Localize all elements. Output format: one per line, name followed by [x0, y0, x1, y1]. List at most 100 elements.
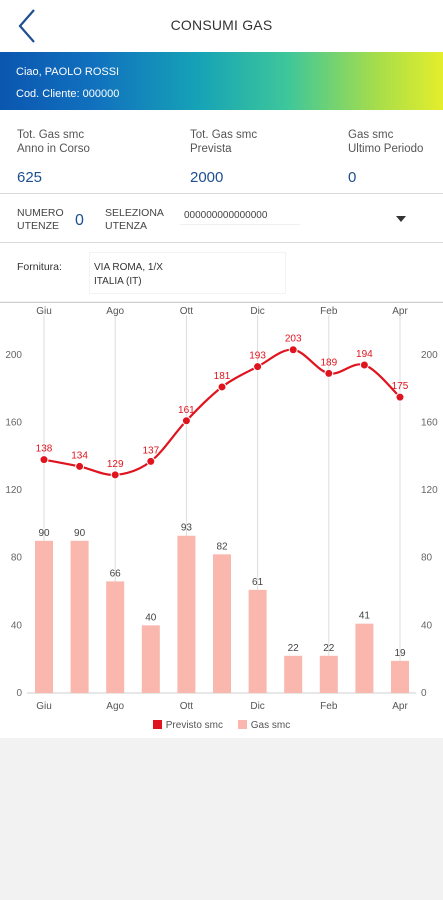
- legend-item-forecast: Previsto smc: [152, 720, 223, 731]
- stat-forecast: Tot. Gas smc Prevista 2000: [190, 128, 257, 186]
- x-tick-bottom: Feb: [320, 701, 338, 712]
- y-tick-right: 120: [421, 485, 438, 496]
- forecast-value-label: 181: [214, 371, 231, 382]
- y-tick-right: 0: [421, 688, 427, 699]
- bar-value-label: 93: [181, 523, 193, 534]
- supply-address: VIA ROMA, 1/X ITALIA (IT): [90, 253, 285, 293]
- y-tick-left: 200: [5, 350, 22, 361]
- greeting-banner: Ciao, PAOLO ROSSI Cod. Cliente: 000000: [0, 52, 443, 110]
- forecast-point: [39, 455, 49, 465]
- y-tick-right: 160: [421, 417, 438, 428]
- forecast-point: [395, 392, 405, 402]
- forecast-point: [75, 461, 85, 471]
- bar: [355, 623, 374, 693]
- bar-value-label: 90: [38, 528, 50, 539]
- forecast-value-label: 161: [178, 405, 195, 416]
- bar-value-label: 61: [252, 577, 264, 588]
- forecast-value-label: 194: [356, 349, 373, 360]
- page-title: CONSUMI GAS: [170, 17, 273, 33]
- chart-legend: Previsto smc Gas smc: [0, 720, 443, 731]
- chart-svg: 0 0 40 40 80 80 120 120 160 160 200 200 Giu Giu Ago Ago…: [5, 306, 438, 712]
- bar: [319, 655, 338, 693]
- bar: [391, 660, 409, 693]
- stat-last-period: Gas smc Ultimo Periodo 0: [348, 128, 423, 186]
- forecast-point: [146, 456, 156, 466]
- legend-swatch: [152, 720, 162, 729]
- utility-count-label: NUMERO UTENZE: [17, 207, 64, 232]
- x-tick-bottom: Dic: [250, 701, 264, 712]
- bar-value-label: 82: [216, 541, 228, 552]
- customer-code: Cod. Cliente: 000000: [16, 88, 120, 100]
- top-bar: CONSUMI GAS: [0, 0, 443, 52]
- forecast-value-label: 175: [392, 381, 409, 392]
- stat-label: Gas smc Ultimo Periodo: [348, 129, 424, 155]
- forecast-point: [359, 360, 369, 370]
- y-tick-left: 40: [11, 620, 23, 631]
- forecast-line: [43, 348, 401, 476]
- select-utility-label: SELEZIONA UTENZA: [105, 207, 164, 232]
- bar-value-label: 41: [359, 611, 371, 622]
- legend-label: Gas smc: [250, 720, 291, 731]
- forecast-value-label: 138: [36, 444, 53, 455]
- stat-value: 0: [348, 169, 357, 186]
- y-tick-right: 80: [421, 553, 433, 564]
- bar: [70, 540, 89, 693]
- forecast-value-label: 129: [107, 459, 124, 470]
- chevron-left-icon: [18, 9, 35, 43]
- bar-value-label: 22: [288, 643, 300, 654]
- consumption-chart: 0 0 40 40 80 80 120 120 160 160 200 200 Giu Giu Ago Ago…: [0, 302, 443, 738]
- forecast-point: [110, 470, 120, 480]
- supply-label: Fornitura:: [17, 261, 62, 273]
- stats-panel: Tot. Gas smc Anno in Corso 625 Tot. Gas …: [0, 110, 443, 193]
- legend-item-gas: Gas smc: [237, 720, 291, 731]
- stat-current-year: Tot. Gas smc Anno in Corso 625: [17, 128, 90, 186]
- x-tick-bottom: Giu: [36, 701, 52, 712]
- divider: [0, 193, 443, 194]
- y-tick-right: 200: [421, 350, 438, 361]
- forecast-value-label: 203: [285, 334, 302, 345]
- back-button[interactable]: [12, 8, 44, 44]
- stat-label: Tot. Gas smc Anno in Corso: [17, 129, 90, 155]
- x-tick-top: Feb: [320, 306, 338, 317]
- bar-value-label: 40: [145, 612, 157, 623]
- supply-section: Fornitura: VIA ROMA, 1/X ITALIA (IT): [0, 243, 443, 301]
- y-tick-left: 120: [5, 485, 22, 496]
- y-tick-right: 40: [421, 620, 433, 631]
- stat-label: Tot. Gas smc Prevista: [190, 129, 258, 155]
- legend-label: Previsto smc: [165, 720, 223, 731]
- greeting-text: Ciao, PAOLO ROSSI: [16, 66, 120, 78]
- legend-swatch: [237, 720, 247, 729]
- bar: [35, 540, 53, 693]
- forecast-point: [217, 382, 227, 392]
- bar: [213, 554, 231, 693]
- bar-value-label: 22: [323, 643, 335, 654]
- forecast-point: [324, 368, 334, 378]
- bar: [284, 655, 303, 693]
- x-tick-top: Dic: [250, 306, 264, 317]
- x-tick-top: Ott: [180, 306, 194, 317]
- x-tick-bottom: Ott: [180, 701, 194, 712]
- x-tick-bottom: Apr: [392, 701, 408, 712]
- bar: [141, 625, 160, 693]
- triangle-down-icon[interactable]: [396, 216, 406, 222]
- y-tick-left: 0: [16, 688, 22, 699]
- x-tick-top: Giu: [36, 306, 52, 317]
- bar-value-label: 19: [394, 648, 406, 659]
- bar-value-label: 90: [74, 528, 86, 539]
- utility-select[interactable]: 000000000000000: [180, 207, 300, 225]
- stat-value: 625: [17, 169, 43, 186]
- forecast-point: [253, 362, 263, 372]
- bar: [177, 535, 196, 693]
- x-tick-bottom: Ago: [106, 701, 124, 712]
- y-tick-left: 80: [11, 553, 23, 564]
- bar: [248, 589, 267, 693]
- forecast-point: [181, 416, 191, 426]
- forecast-value-label: 189: [320, 357, 337, 368]
- bar-value-label: 66: [110, 568, 122, 579]
- bar: [106, 581, 125, 693]
- divider: [0, 242, 443, 243]
- x-tick-top: Apr: [392, 306, 408, 317]
- y-tick-left: 160: [5, 417, 22, 428]
- stat-value: 2000: [190, 169, 224, 186]
- forecast-value-label: 137: [142, 445, 159, 456]
